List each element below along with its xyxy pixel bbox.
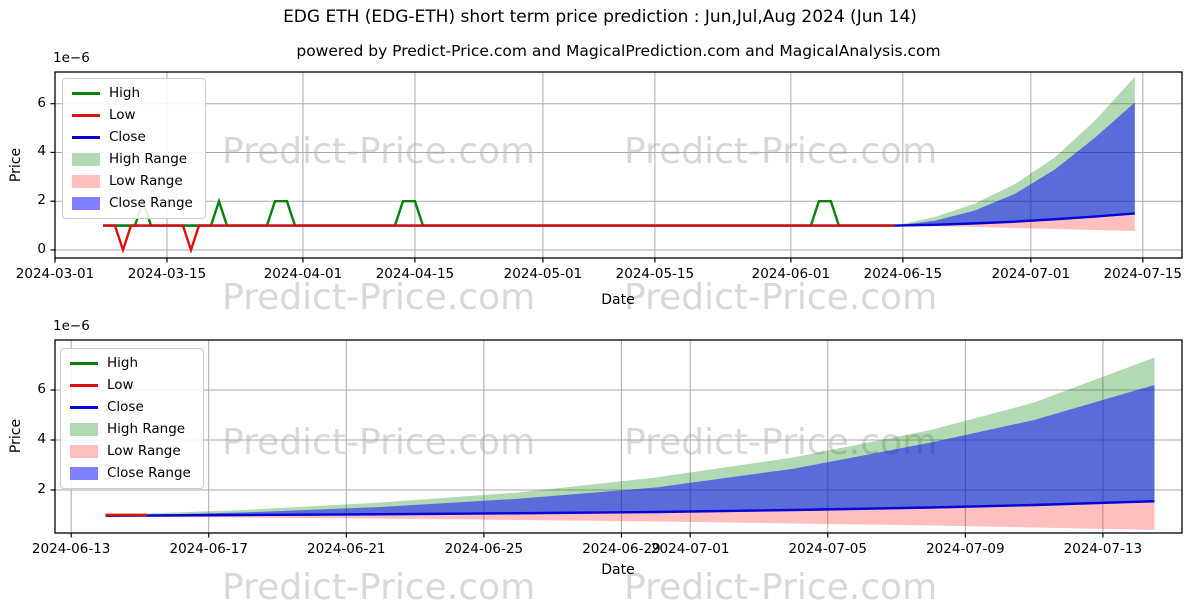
x-tick-label: 2024-06-29 [582, 541, 661, 557]
x-tick-label: 2024-07-13 [1063, 541, 1143, 557]
x-tick-label: 2024-03-01 [15, 266, 95, 282]
legend-patch-sample [72, 175, 100, 188]
x-tick-label: 2024-06-01 [751, 266, 831, 282]
x-tick-label: 2024-04-15 [375, 266, 455, 282]
watermark-text: Predict-Price.com [624, 567, 938, 600]
legend-entry: High Range [72, 152, 193, 167]
y-tick-label: 0 [37, 240, 46, 257]
close-line [105, 500, 1155, 517]
axes-spines [54, 339, 1183, 534]
legend-line-sample [70, 406, 98, 409]
legend-entry: Low Range [72, 174, 193, 189]
legend-patch-sample [72, 197, 100, 210]
x-tick-label: 2024-07-15 [1103, 266, 1183, 282]
powered-by-subtitle: powered by Predict-Price.com and Magical… [296, 42, 941, 60]
close-range-band [894, 102, 1135, 226]
axes-spines [54, 71, 1183, 259]
top-legend: High Low Close High Range Low Range Close Ran… [62, 78, 206, 219]
legend-patch-sample [70, 445, 98, 458]
watermark-text: Predict-Price.com [222, 277, 536, 318]
x-tick-label: 2024-07-05 [788, 541, 867, 557]
watermark-text: Predict-Price.com [222, 131, 536, 172]
legend-entry: High Range [70, 422, 191, 437]
bottom-legend: High Low Close High Range Low Range Close Ran… [60, 348, 204, 489]
watermark-text: Predict-Price.com [222, 567, 536, 600]
legend-label: Low Range [107, 443, 181, 459]
legend-label: Close Range [109, 195, 193, 211]
legend-label: Low [107, 377, 134, 393]
close-line [102, 212, 1135, 227]
x-tick-label: 2024-06-13 [31, 541, 111, 557]
legend-entry: Close Range [70, 466, 191, 481]
figure-title: EDG ETH (EDG-ETH) short term price predi… [283, 7, 917, 27]
legend-label: High [107, 355, 139, 371]
high-line [102, 197, 895, 227]
bottom-x-axis-label: Date [601, 562, 635, 578]
y-tick-label: 6 [37, 381, 46, 397]
x-tick-label: 2024-05-15 [615, 266, 695, 282]
legend-label: Close [109, 129, 146, 145]
legend-label: Close Range [107, 465, 191, 481]
watermark-text: Predict-Price.com [624, 131, 938, 172]
legend-label: Low Range [109, 173, 183, 189]
y-tick-label: 4 [37, 431, 46, 447]
legend-entry: High [72, 86, 193, 101]
y-tick-label: 2 [37, 481, 46, 497]
legend-entry: Close [70, 400, 191, 415]
low-line [102, 224, 895, 254]
close-range-band [105, 385, 1155, 516]
x-tick-label: 2024-06-17 [169, 541, 248, 557]
x-tick-label: 2024-03-15 [127, 266, 207, 282]
legend-line-sample [70, 384, 98, 387]
y-tick-label: 6 [37, 94, 46, 111]
legend-entry: Low [70, 378, 191, 393]
legend-label: High Range [107, 421, 186, 437]
x-tick-label: 2024-07-09 [926, 541, 1005, 557]
legend-label: High Range [109, 151, 188, 167]
legend-entry: Low [72, 108, 193, 123]
y-tick-label: 4 [37, 143, 46, 160]
legend-line-sample [70, 362, 98, 365]
legend-label: High [109, 85, 141, 101]
x-tick-label: 2024-06-21 [307, 541, 386, 557]
legend-patch-sample [72, 153, 100, 166]
bottom-chart [50, 339, 1183, 538]
x-tick-label: 2024-06-15 [863, 266, 943, 282]
legend-entry: High [70, 356, 191, 371]
legend-patch-sample [70, 467, 98, 480]
x-tick-label: 2024-07-01 [650, 541, 730, 557]
top-x-axis-label: Date [601, 292, 635, 308]
x-tick-label: 2024-04-01 [263, 266, 343, 282]
x-tick-label: 2024-06-25 [444, 541, 524, 557]
legend-entry: Close [72, 130, 193, 145]
legend-line-sample [72, 114, 100, 117]
top-chart [50, 71, 1183, 263]
legend-entry: Low Range [70, 444, 191, 459]
legend-entry: Close Range [72, 196, 193, 211]
y-tick-label: 2 [37, 192, 46, 209]
legend-line-sample [72, 92, 100, 95]
legend-label: Low [109, 107, 136, 123]
legend-line-sample [72, 136, 100, 139]
legend-patch-sample [70, 423, 98, 436]
legend-label: Close [107, 399, 144, 415]
x-tick-label: 2024-07-01 [991, 266, 1071, 282]
x-tick-label: 2024-05-01 [503, 266, 583, 282]
watermark-text: Predict-Price.com [624, 277, 938, 318]
watermark-text: Predict-Price.com [222, 422, 536, 463]
bottom-y-offset-label: 1e−6 [53, 318, 90, 334]
top-y-offset-label: 1e−6 [53, 50, 90, 66]
